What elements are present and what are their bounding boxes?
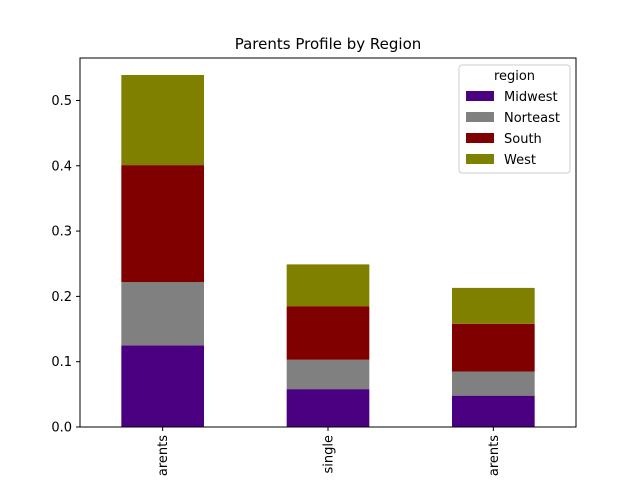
bar-south-1 — [121, 165, 204, 283]
bar-south-2 — [286, 306, 370, 360]
legend-swatch-norteast — [466, 112, 494, 122]
bar-norteast-3 — [452, 371, 535, 396]
legend-label-south: South — [504, 132, 542, 147]
y-tick-label: 0.1 — [51, 355, 72, 370]
bar-west-2 — [286, 264, 370, 307]
y-tick-label: 0.4 — [51, 159, 72, 174]
x-tick-label: single — [322, 435, 337, 474]
bars-layer — [121, 74, 535, 427]
legend-label-west: West — [504, 153, 536, 168]
legend-title: region — [494, 69, 535, 84]
x-tick-label: arents — [156, 435, 171, 476]
bar-midwest-1 — [121, 345, 204, 427]
legend-swatch-west — [466, 154, 494, 164]
bar-midwest-2 — [286, 389, 370, 427]
bar-west-1 — [121, 74, 204, 166]
bar-norteast-2 — [286, 359, 370, 390]
y-tick-label: 0.2 — [51, 290, 72, 305]
y-tick-label: 0.3 — [51, 225, 72, 240]
y-tick-label: 0.5 — [51, 94, 72, 109]
legend-swatch-south — [466, 133, 494, 143]
x-tick-label: arents — [487, 435, 502, 476]
bar-midwest-3 — [452, 395, 535, 427]
legend-label-midwest: Midwest — [504, 90, 558, 105]
legend: region Midwest Norteast South West — [458, 64, 571, 174]
bar-south-3 — [452, 323, 535, 372]
bar-west-3 — [452, 287, 535, 324]
legend-swatch-midwest — [466, 91, 494, 101]
axes-layer: 0.0 0.1 0.2 0.3 0.4 0.5 arents single arents — [51, 57, 577, 476]
y-tick-label: 0.0 — [51, 421, 72, 436]
legend-label-norteast: Norteast — [504, 111, 560, 126]
chart-title: Parents Profile by Region — [235, 35, 422, 53]
bar-norteast-1 — [121, 282, 204, 346]
